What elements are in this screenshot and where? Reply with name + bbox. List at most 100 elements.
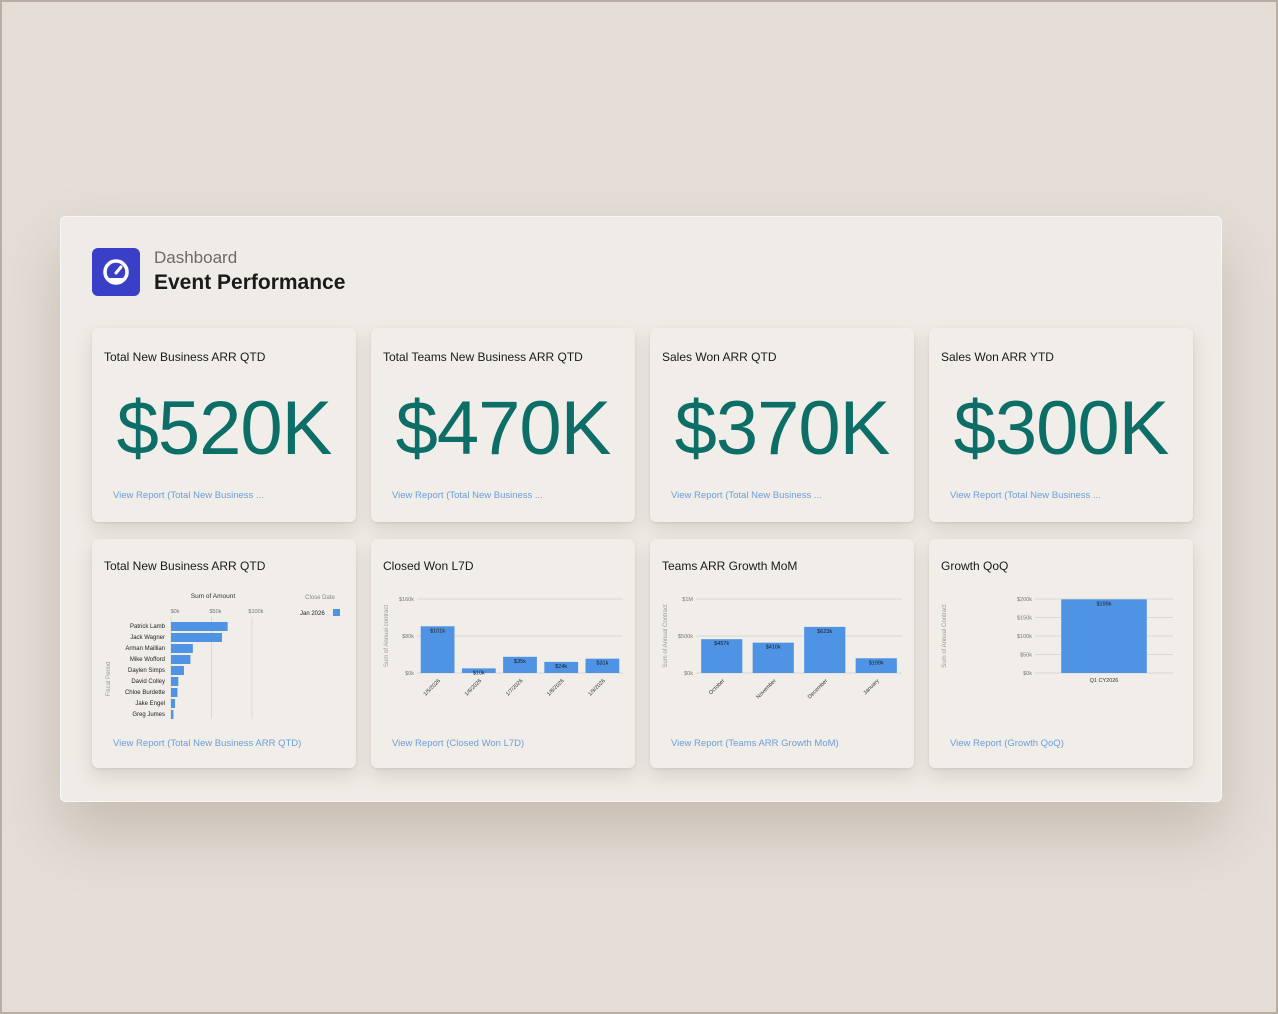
y-tick-label: $100k xyxy=(1017,634,1032,640)
view-report-link[interactable]: View Report (Closed Won L7D) xyxy=(392,738,525,749)
chart-card-growth-qoq: Growth QoQ $0k $50k $100k $150k $200k Sum of … xyxy=(929,539,1193,768)
dashboard-panel: Dashboard Event Performance Total New Bu… xyxy=(60,216,1222,802)
x-tick-label: Q1 CY2026 xyxy=(1090,678,1119,684)
card-title: Closed Won L7D xyxy=(383,559,474,573)
x-tick-label: October xyxy=(708,678,726,696)
bar xyxy=(171,622,228,631)
kpi-value: $470K xyxy=(395,386,612,471)
bar xyxy=(420,626,455,673)
horizontal-bar-chart: Sum of Amount $0k $50k $100k Patrick Lamb Jac… xyxy=(106,593,340,719)
data-label: $623k xyxy=(817,629,832,635)
page-title: Event Performance xyxy=(154,271,346,294)
view-report-link[interactable]: View Report (Total New Business ... xyxy=(671,490,822,501)
bar xyxy=(171,710,174,719)
card-title: Total Teams New Business ARR QTD xyxy=(383,350,583,364)
y-tick-label: Mike Wofford xyxy=(130,657,165,663)
data-label: $199k xyxy=(1097,601,1112,607)
y-tick-label: $0k xyxy=(405,671,414,677)
card-title: Total New Business ARR QTD xyxy=(104,350,266,364)
bar xyxy=(804,626,846,673)
legend-label: Jan 2026 xyxy=(300,611,325,617)
bar xyxy=(752,642,794,673)
bar-chart: $0k $500k $1M Sum of Annual Contract $457k Oc… xyxy=(663,597,902,700)
y-tick-label: $50k xyxy=(1020,653,1032,659)
y-axis-label: Fiscal Period xyxy=(106,662,112,697)
kpi-value: $300K xyxy=(953,386,1170,471)
y-tick-label: $200k xyxy=(1017,597,1032,603)
y-tick-label: $500k xyxy=(678,634,693,640)
bar xyxy=(701,639,743,673)
kpi-value: $520K xyxy=(116,386,333,471)
bar xyxy=(171,633,222,642)
chart-card-closed-won: Closed Won L7D $0k $80k $160k Sum of Annual… xyxy=(371,539,635,768)
y-tick-label: Arman Maillian xyxy=(125,646,165,652)
y-tick-label: David Colley xyxy=(131,679,165,685)
breadcrumb[interactable]: Dashboard xyxy=(154,248,238,267)
bar-chart: $0k $50k $100k $150k $200k Sum of Annual Cont… xyxy=(942,597,1173,684)
data-label: $457k xyxy=(714,641,729,647)
data-label: $410k xyxy=(766,645,781,651)
view-report-link[interactable]: View Report (Total New Business ... xyxy=(950,490,1101,501)
x-tick-label: 1/5/2026 xyxy=(423,678,442,697)
card-title: Growth QoQ xyxy=(941,559,1009,573)
y-tick-label: $1M xyxy=(682,597,693,603)
view-report-link[interactable]: View Report (Total New Business ARR QTD) xyxy=(113,738,302,749)
view-report-link[interactable]: View Report (Total New Business ... xyxy=(392,490,543,501)
x-tick-label: 1/9/2026 xyxy=(587,678,606,697)
kpi-card-sales-won-qtd: Sales Won ARR QTD $370K View Report (Tot… xyxy=(650,328,914,522)
bar xyxy=(585,658,620,673)
kpi-card-total-teams-new-business: Total Teams New Business ARR QTD $470K V… xyxy=(371,328,635,522)
y-tick-label: $80k xyxy=(402,634,414,640)
y-axis-label: Sum of Annual contract xyxy=(384,605,390,667)
bar xyxy=(171,666,184,675)
data-label: $35k xyxy=(514,659,526,665)
view-report-link[interactable]: View Report (Growth QoQ) xyxy=(950,738,1064,749)
data-label: $31k xyxy=(596,661,608,667)
y-tick-label: $0k xyxy=(684,671,693,677)
chart-card-new-business: Total New Business ARR QTD Sum of Amount… xyxy=(92,539,356,768)
chart-card-teams-arr-growth: Teams ARR Growth MoM $0k $500k $1M Sum of A… xyxy=(650,539,914,768)
y-tick-label: Daylen Simps xyxy=(128,668,165,674)
y-tick-label: Jake Engel xyxy=(135,701,165,707)
chart-title: Sum of Amount xyxy=(191,593,236,600)
y-tick-label: Chloe Burdette xyxy=(125,690,166,696)
x-tick-label: December xyxy=(807,678,829,700)
data-label: $101k xyxy=(430,628,445,634)
kpi-card-sales-won-ytd: Sales Won ARR YTD $300K View Report (Tot… xyxy=(929,328,1193,522)
y-tick-label: $0k xyxy=(1023,671,1032,677)
x-tick-label: $50k xyxy=(209,609,221,615)
card-title: Total New Business ARR QTD xyxy=(104,559,266,573)
gauge-icon xyxy=(92,248,140,296)
x-tick-label: $0k xyxy=(171,609,180,615)
bar xyxy=(1061,599,1147,673)
y-tick-label: Greg Jumes xyxy=(132,712,165,718)
bar xyxy=(171,644,193,653)
y-axis-label: Sum of Annual Contract xyxy=(663,604,669,668)
bar xyxy=(503,656,537,673)
y-tick-label: Jack Wagner xyxy=(130,635,165,641)
dashboard-header: Dashboard Event Performance xyxy=(92,248,345,296)
y-tick-label: $160k xyxy=(399,597,414,603)
x-tick-label: January xyxy=(863,678,881,696)
bar-chart: $0k $80k $160k Sum of Annual contract $101k 1… xyxy=(384,597,623,698)
kpi-card-total-new-business: Total New Business ARR QTD $520K View Re… xyxy=(92,328,356,522)
bar xyxy=(855,658,897,673)
bar xyxy=(171,699,176,708)
data-label: $24k xyxy=(555,664,567,670)
bar xyxy=(461,668,496,673)
bar xyxy=(171,688,178,697)
bar xyxy=(171,655,191,664)
view-report-link[interactable]: View Report (Total New Business ... xyxy=(113,490,264,501)
legend-swatch xyxy=(333,609,340,616)
data-label: $199k xyxy=(869,660,884,666)
legend-title: Close Date xyxy=(305,595,335,601)
x-tick-label: $100k xyxy=(248,609,263,615)
x-tick-label: November xyxy=(755,678,777,700)
card-title: Sales Won ARR QTD xyxy=(662,350,777,364)
y-tick-label: $150k xyxy=(1017,616,1032,622)
card-title: Sales Won ARR YTD xyxy=(941,350,1054,364)
view-report-link[interactable]: View Report (Teams ARR Growth MoM) xyxy=(671,738,839,749)
bar xyxy=(544,661,579,673)
bar xyxy=(171,677,179,686)
x-tick-label: 1/6/2026 xyxy=(464,678,483,697)
